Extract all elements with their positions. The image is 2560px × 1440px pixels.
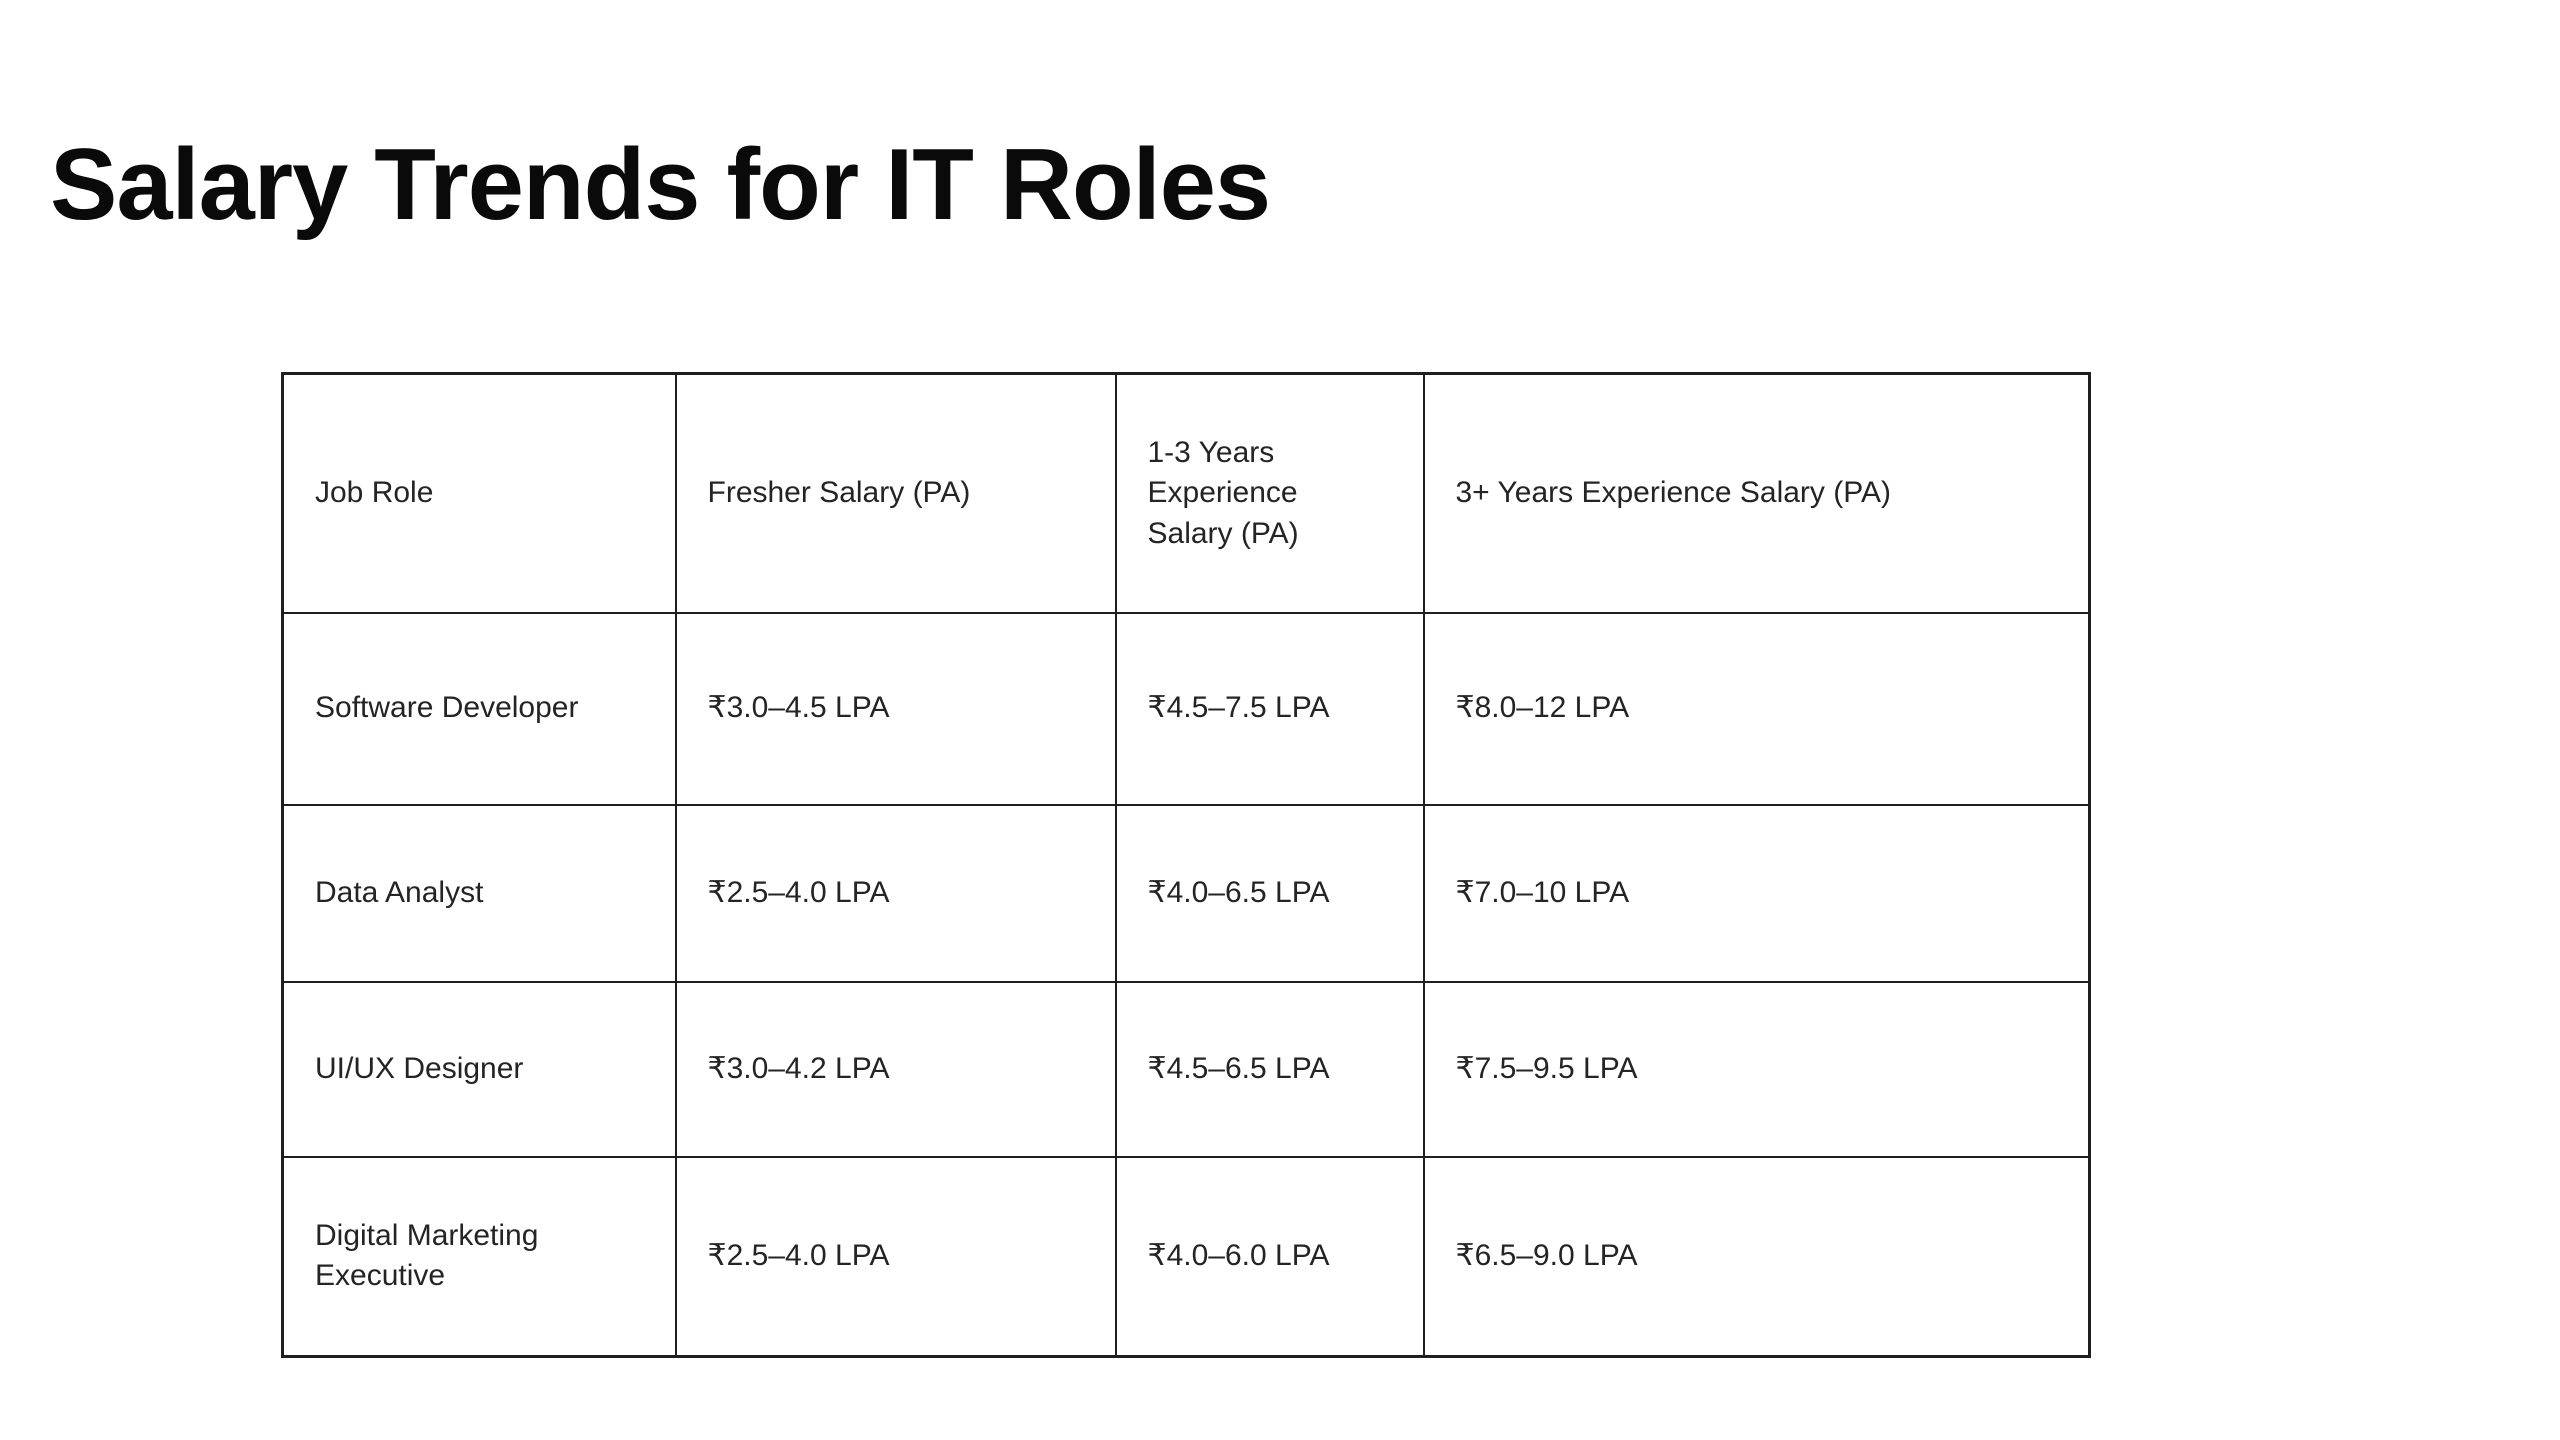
table-row: Data Analyst ₹2.5–4.0 LPA ₹4.0–6.5 LPA ₹…: [281, 803, 2091, 983]
cell-fresher-salary: ₹3.0–4.2 LPA: [674, 980, 1117, 1158]
cell-3plus-years-salary: ₹6.5–9.0 LPA: [1422, 1155, 2091, 1358]
cell-role: Digital Marketing Executive: [281, 1155, 677, 1358]
cell-1-3-years-salary: ₹4.5–6.5 LPA: [1114, 980, 1425, 1158]
cell-role: Data Analyst: [281, 803, 677, 983]
page-title: Salary Trends for IT Roles: [50, 129, 1271, 241]
cell-fresher-salary: ₹2.5–4.0 LPA: [674, 803, 1117, 983]
cell-role: UI/UX Designer: [281, 980, 677, 1158]
table-header: Job Role Fresher Salary (PA) 1-3 Years E…: [281, 372, 2091, 614]
header-cell-3plus-years-salary: 3+ Years Experience Salary (PA): [1422, 372, 2091, 614]
cell-1-3-years-salary: ₹4.5–7.5 LPA: [1114, 611, 1425, 806]
header-cell-1-3-years-salary: 1-3 Years Experience Salary (PA): [1114, 372, 1425, 614]
cell-1-3-years-salary: ₹4.0–6.5 LPA: [1114, 803, 1425, 983]
table-row: Software Developer ₹3.0–4.5 LPA ₹4.5–7.5…: [281, 611, 2091, 806]
cell-1-3-years-salary: ₹4.0–6.0 LPA: [1114, 1155, 1425, 1358]
cell-role: Software Developer: [281, 611, 677, 806]
cell-3plus-years-salary: ₹7.0–10 LPA: [1422, 803, 2091, 983]
table-header-row: Job Role Fresher Salary (PA) 1-3 Years E…: [281, 372, 2091, 614]
cell-3plus-years-salary: ₹7.5–9.5 LPA: [1422, 980, 2091, 1158]
table-row: UI/UX Designer ₹3.0–4.2 LPA ₹4.5–6.5 LPA…: [281, 980, 2091, 1158]
table-row: Digital Marketing Executive ₹2.5–4.0 LPA…: [281, 1155, 2091, 1358]
salary-table: Job Role Fresher Salary (PA) 1-3 Years E…: [281, 372, 2091, 1358]
cell-3plus-years-salary: ₹8.0–12 LPA: [1422, 611, 2091, 806]
header-cell-job-role: Job Role: [281, 372, 677, 614]
cell-fresher-salary: ₹2.5–4.0 LPA: [674, 1155, 1117, 1358]
cell-fresher-salary: ₹3.0–4.5 LPA: [674, 611, 1117, 806]
table-body: Software Developer ₹3.0–4.5 LPA ₹4.5–7.5…: [281, 611, 2091, 1358]
header-cell-fresher-salary: Fresher Salary (PA): [674, 372, 1117, 614]
